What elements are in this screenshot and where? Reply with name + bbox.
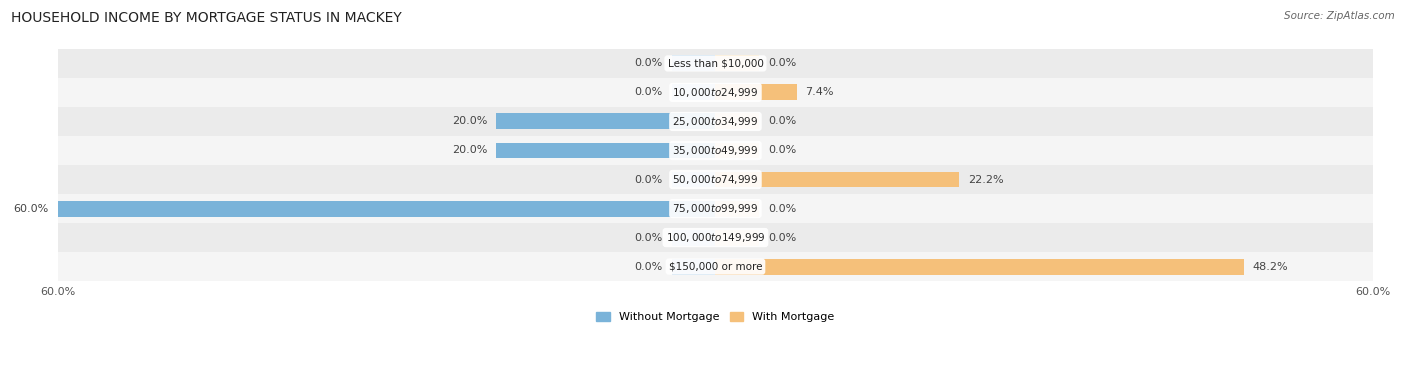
Text: 0.0%: 0.0% [768, 204, 796, 213]
Text: 0.0%: 0.0% [768, 116, 796, 126]
Text: $50,000 to $74,999: $50,000 to $74,999 [672, 173, 759, 186]
Text: $150,000 or more: $150,000 or more [669, 262, 762, 271]
Text: 20.0%: 20.0% [451, 116, 488, 126]
Bar [716, 259, 1244, 274]
Bar [672, 55, 716, 71]
Bar [716, 55, 759, 71]
Bar [716, 143, 759, 158]
Bar [716, 84, 797, 100]
Text: $75,000 to $99,999: $75,000 to $99,999 [672, 202, 759, 215]
Bar [672, 84, 716, 100]
Text: 0.0%: 0.0% [768, 58, 796, 69]
Bar [58, 252, 1374, 281]
Bar [672, 172, 716, 187]
Text: 0.0%: 0.0% [768, 146, 796, 155]
Text: 60.0%: 60.0% [14, 204, 49, 213]
Text: 0.0%: 0.0% [768, 233, 796, 242]
Bar [58, 49, 1374, 78]
Text: 7.4%: 7.4% [806, 87, 834, 98]
Text: 22.2%: 22.2% [967, 175, 1004, 184]
Text: 0.0%: 0.0% [634, 58, 662, 69]
Bar [672, 259, 716, 274]
Bar [716, 230, 759, 245]
Text: 0.0%: 0.0% [634, 233, 662, 242]
Bar [58, 201, 716, 216]
Text: 0.0%: 0.0% [634, 87, 662, 98]
Text: $35,000 to $49,999: $35,000 to $49,999 [672, 144, 759, 157]
Text: Less than $10,000: Less than $10,000 [668, 58, 763, 69]
Text: 48.2%: 48.2% [1253, 262, 1288, 271]
Bar [716, 172, 959, 187]
Bar [716, 201, 759, 216]
Bar [58, 165, 1374, 194]
Text: $10,000 to $24,999: $10,000 to $24,999 [672, 86, 759, 99]
Bar [58, 78, 1374, 107]
Text: $25,000 to $34,999: $25,000 to $34,999 [672, 115, 759, 128]
Bar [58, 194, 1374, 223]
Text: $100,000 to $149,999: $100,000 to $149,999 [665, 231, 765, 244]
Legend: Without Mortgage, With Mortgage: Without Mortgage, With Mortgage [592, 307, 839, 326]
Bar [58, 136, 1374, 165]
Text: 20.0%: 20.0% [451, 146, 488, 155]
Text: HOUSEHOLD INCOME BY MORTGAGE STATUS IN MACKEY: HOUSEHOLD INCOME BY MORTGAGE STATUS IN M… [11, 11, 402, 25]
Text: 0.0%: 0.0% [634, 262, 662, 271]
Bar [496, 143, 716, 158]
Text: 0.0%: 0.0% [634, 175, 662, 184]
Text: Source: ZipAtlas.com: Source: ZipAtlas.com [1284, 11, 1395, 21]
Bar [58, 223, 1374, 252]
Bar [716, 113, 759, 129]
Bar [58, 107, 1374, 136]
Bar [496, 113, 716, 129]
Bar [672, 230, 716, 245]
